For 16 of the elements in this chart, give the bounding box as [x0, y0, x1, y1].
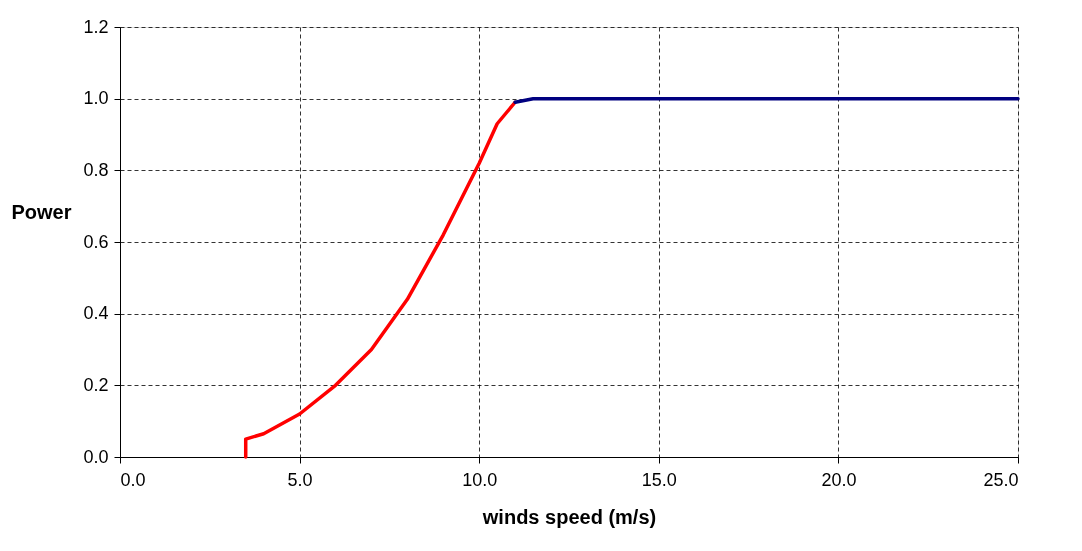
y-tick-label: 0.2: [83, 374, 109, 395]
y-tick-label: 1.2: [83, 16, 109, 37]
x-tick-label: 5.0: [287, 469, 313, 490]
x-tick-label: 0.0: [120, 469, 146, 490]
y-tick-label: 0.0: [83, 446, 109, 467]
x-tick-label: 10.0: [462, 469, 498, 490]
x-tick-label: 20.0: [821, 469, 857, 490]
x-tick-label: 15.0: [641, 469, 677, 490]
y-tick-label: 0.8: [83, 159, 109, 180]
x-tick-label: 25.0: [983, 469, 1019, 490]
y-tick-label: 0.4: [83, 303, 109, 324]
x-axis-title: winds speed (m/s): [481, 505, 657, 528]
y-tick-label: 0.6: [83, 231, 109, 252]
line-series: [243, 100, 517, 459]
y-axis-title: Power: [11, 200, 72, 223]
y-tick-label: 1.0: [83, 88, 109, 109]
